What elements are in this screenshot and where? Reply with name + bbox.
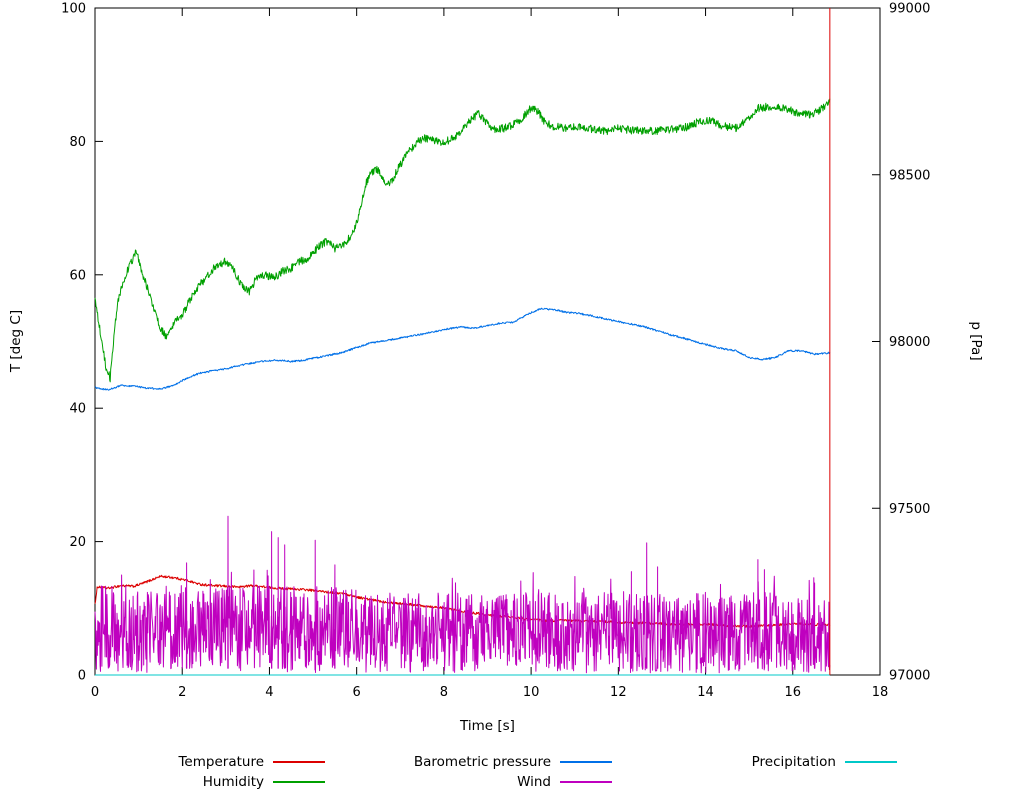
svg-text:97500: 97500 xyxy=(889,502,930,517)
legend-line-wind xyxy=(560,781,612,783)
svg-text:6: 6 xyxy=(353,685,361,700)
legend-item-wind: Wind xyxy=(517,774,612,790)
svg-text:99000: 99000 xyxy=(889,2,930,17)
legend-line-barometric-pressure xyxy=(560,761,612,763)
svg-text:16: 16 xyxy=(785,685,802,700)
svg-text:18: 18 xyxy=(872,685,889,700)
legend-label-precipitation: Precipitation xyxy=(751,754,836,770)
svg-text:8: 8 xyxy=(440,685,448,700)
legend-item-humidity: Humidity xyxy=(203,774,325,790)
svg-text:14: 14 xyxy=(697,685,714,700)
legend-label-temperature: Temperature xyxy=(178,754,264,770)
legend-item-precipitation: Precipitation xyxy=(752,754,897,770)
legend-label-humidity: Humidity xyxy=(202,774,264,790)
svg-text:2: 2 xyxy=(178,685,186,700)
legend-item-barometric-pressure: Barometric pressure xyxy=(414,754,612,770)
legend-line-humidity xyxy=(273,781,325,783)
legend-line-precipitation xyxy=(845,761,897,763)
y-axis-left-title: T [deg C] xyxy=(8,309,24,373)
svg-text:80: 80 xyxy=(69,135,86,150)
legend-label-barometric-pressure: Barometric pressure xyxy=(413,754,551,770)
svg-text:98500: 98500 xyxy=(889,168,930,183)
legend-item-temperature: Temperature xyxy=(178,754,325,770)
svg-text:10: 10 xyxy=(523,685,540,700)
x-axis-title: Time [s] xyxy=(460,718,515,734)
svg-text:4: 4 xyxy=(265,685,273,700)
svg-text:12: 12 xyxy=(610,685,627,700)
y-axis-right-title: p [Pa] xyxy=(968,321,984,361)
svg-text:100: 100 xyxy=(61,2,86,17)
svg-text:60: 60 xyxy=(69,268,86,283)
svg-text:20: 20 xyxy=(69,535,86,550)
svg-text:0: 0 xyxy=(91,685,99,700)
svg-text:40: 40 xyxy=(69,402,86,417)
svg-text:0: 0 xyxy=(78,669,86,684)
svg-text:97000: 97000 xyxy=(889,669,930,684)
svg-text:98000: 98000 xyxy=(889,335,930,350)
legend-line-temperature xyxy=(273,761,325,763)
legend-label-wind: Wind xyxy=(517,774,551,790)
